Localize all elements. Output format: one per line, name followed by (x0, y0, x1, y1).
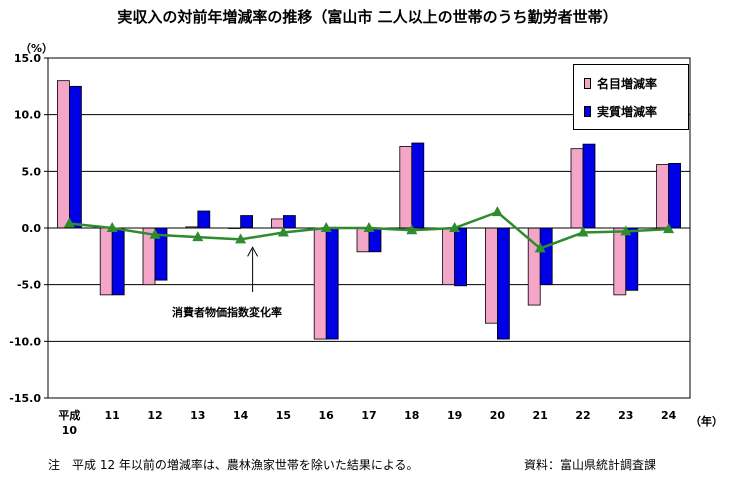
bar-real (625, 227, 639, 291)
cpi-marker (235, 233, 247, 244)
cpi-marker (192, 231, 204, 242)
x-axis-unit: （年） (690, 415, 723, 428)
cpi-marker (491, 206, 503, 217)
bar-nominal (270, 218, 284, 229)
y-tick-label: -5.0 (17, 279, 41, 292)
y-tick-label: -15.0 (9, 392, 41, 405)
bar-nominal (570, 148, 584, 229)
bar-real (539, 227, 553, 286)
x-tick-label: 24 (661, 409, 677, 422)
legend-label-real: 実質増減率 (597, 105, 658, 119)
x-tick-label: 16 (319, 409, 335, 422)
cpi-marker (449, 222, 461, 232)
cpi-marker (363, 222, 375, 232)
bar-nominal (656, 164, 669, 229)
x-tick-label: 11 (105, 409, 120, 422)
bar-nominal (57, 80, 70, 229)
y-axis-unit: （%） (20, 42, 54, 55)
legend: 名目増減率 実質増減率 (573, 64, 689, 130)
x-tick-label: 平成 (58, 408, 80, 422)
bar-nominal (99, 227, 113, 296)
cpi-marker (577, 226, 589, 237)
cpi-callout-label: 消費者物価指数変化率 (172, 306, 282, 319)
legend-item-nominal: 名目増減率 (584, 75, 657, 92)
chart-title: 実収入の対前年増減率の推移（富山市 二人以上の世帯のうち勤労者世帯） (117, 8, 618, 26)
bar-real (197, 210, 211, 229)
bar-nominal (484, 227, 498, 324)
legend-swatch-real (584, 106, 591, 117)
cpi-marker (106, 222, 118, 232)
x-tick-label: 23 (618, 409, 633, 422)
bar-nominal (313, 227, 327, 340)
x-tick-label: 10 (62, 424, 78, 437)
y-tick-label: 15.0 (14, 52, 41, 65)
x-tick-label: 18 (404, 409, 419, 422)
cpi-marker (149, 228, 161, 239)
bar-real (111, 227, 125, 296)
x-tick-label: 17 (361, 409, 376, 422)
bar-real (69, 85, 82, 229)
x-tick-label: 12 (147, 409, 162, 422)
y-tick-label: 10.0 (14, 109, 41, 122)
cpi-marker (320, 222, 332, 232)
x-tick-label: 13 (190, 409, 205, 422)
bar-real (496, 227, 510, 340)
cpi-marker (277, 226, 289, 237)
cpi-marker (406, 224, 418, 235)
bar-real (454, 227, 468, 287)
cpi-marker (663, 223, 675, 234)
y-tick-label: 5.0 (22, 165, 42, 178)
cpi-marker (534, 242, 546, 253)
bar-real (668, 162, 681, 229)
x-tick-label: 14 (233, 409, 249, 422)
x-tick-label: 21 (533, 409, 548, 422)
legend-item-real: 実質増減率 (584, 103, 657, 120)
x-tick-label: 15 (276, 409, 291, 422)
x-tick-label: 19 (447, 409, 462, 422)
callout-arrow-head (247, 246, 259, 257)
bar-nominal (399, 145, 413, 229)
bar-nominal (613, 227, 627, 296)
x-tick-label: 20 (490, 409, 506, 422)
cpi-marker (620, 225, 632, 236)
x-tick-label: 22 (575, 409, 590, 422)
bar-real (411, 142, 425, 229)
legend-label-nominal: 名目増減率 (597, 77, 658, 91)
cpi-marker (63, 217, 75, 228)
bar-real (240, 215, 254, 229)
bar-nominal (442, 227, 456, 286)
bar-real (325, 227, 339, 340)
bar-real (582, 143, 596, 229)
footnote: 注 平成 12 年以前の増減率は、農林漁家世帯を除いた結果による。 (48, 458, 419, 472)
bar-real (282, 215, 296, 229)
legend-swatch-nominal (584, 78, 591, 89)
source-note: 資料：富山県統計調査課 (524, 458, 657, 472)
y-tick-label: 0.0 (22, 222, 42, 235)
y-tick-label: -10.0 (9, 335, 41, 348)
